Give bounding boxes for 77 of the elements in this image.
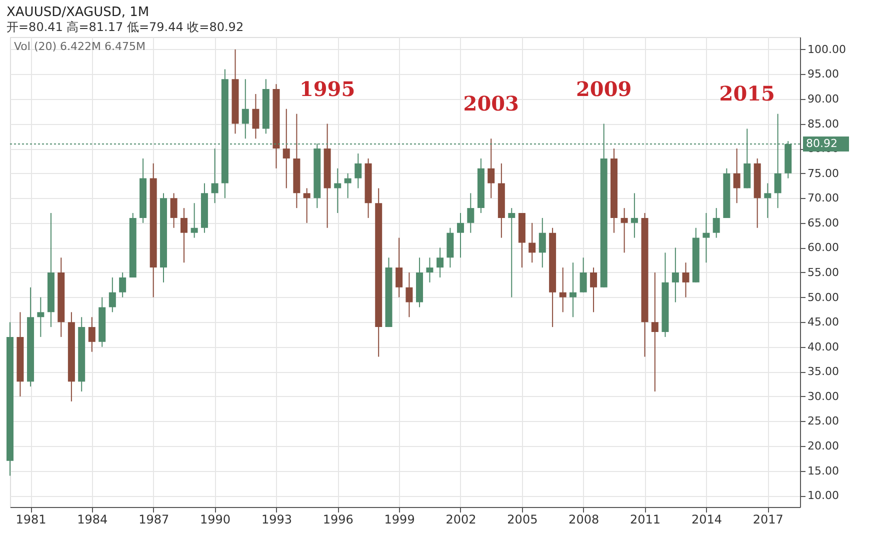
y-tick-label: 95.00	[808, 68, 839, 81]
x-tick-label: 1984	[77, 512, 108, 526]
candlestick	[252, 94, 260, 140]
candlestick	[436, 247, 444, 278]
candlestick	[488, 138, 495, 199]
chart-title: XAUUSD/XAGUSD, 1M	[6, 5, 150, 20]
candlestick	[538, 217, 546, 268]
candlestick	[682, 262, 690, 298]
x-tick-label: 2005	[507, 512, 538, 526]
candlestick	[406, 272, 413, 318]
candlestick	[733, 148, 740, 204]
candlestick	[590, 267, 598, 313]
candlestick	[764, 182, 772, 218]
candlestick	[396, 237, 403, 298]
candlestick	[211, 148, 218, 204]
candlestick	[712, 208, 720, 238]
x-tick-label: 1981	[16, 512, 46, 526]
x-tick-label: 1999	[384, 512, 415, 526]
chart-subtitle: 开=80.41 高=81.17 低=79.44 收=80.92	[6, 20, 244, 34]
candlestick	[354, 153, 362, 189]
x-tick-label: 2002	[446, 512, 476, 526]
candlestick	[170, 192, 178, 228]
x-tick-label: 1987	[138, 512, 170, 526]
candlestick	[37, 296, 44, 338]
y-tick-label: 35.00	[808, 365, 839, 378]
candlestick	[303, 188, 310, 224]
candlestick	[190, 202, 198, 238]
x-tick-label: 2014	[691, 512, 722, 526]
ref-line-label: 80.92	[806, 136, 838, 150]
annotation: 2009	[576, 76, 632, 101]
y-tick-label: 25.00	[808, 414, 839, 428]
annotation: 1995	[299, 76, 356, 101]
candlestick	[630, 192, 638, 238]
y-tick-label: 20.00	[808, 440, 839, 453]
y-tick-label: 75.00	[808, 166, 839, 180]
candlestick	[88, 316, 96, 352]
x-tick-label: 2011	[630, 512, 661, 526]
y-tick-label: 65.00	[808, 216, 839, 230]
y-tick-label: 45.00	[808, 316, 839, 329]
candlestick	[467, 192, 474, 234]
candlestick	[508, 208, 516, 298]
annotation: Vol (20) 6.422M 6.475M	[14, 40, 146, 53]
candlestick	[672, 247, 679, 303]
y-tick-label: 50.00	[808, 290, 839, 304]
y-tick-label: 10.00	[808, 489, 839, 502]
candlestick	[580, 257, 587, 293]
y-tick-label: 60.00	[808, 241, 839, 254]
x-tick-label: 2008	[568, 512, 600, 526]
y-tick-label: 15.00	[808, 464, 839, 478]
annotation: 2003	[463, 92, 519, 116]
candlestick	[559, 267, 566, 313]
y-tick-label: 55.00	[808, 266, 839, 279]
candlestick	[457, 212, 464, 258]
candlestick	[702, 212, 710, 264]
candlestick	[426, 257, 434, 283]
candlestick	[119, 272, 126, 298]
candlestick	[651, 272, 658, 392]
candlestick	[528, 222, 536, 264]
candlestick	[180, 208, 188, 264]
x-tick-label: 1990	[200, 512, 231, 526]
candlestick	[108, 276, 116, 313]
candlestick	[344, 172, 352, 199]
candlestick	[620, 208, 628, 254]
y-tick-label: 90.00	[808, 92, 839, 106]
y-tick-label: 40.00	[808, 340, 839, 354]
y-tick-label: 85.00	[808, 117, 839, 130]
y-tick-label: 70.00	[808, 192, 839, 205]
x-tick-label: 2017	[752, 512, 784, 526]
x-tick-label: 1993	[261, 512, 292, 526]
y-tick-label: 100.00	[808, 42, 846, 56]
x-tick-label: 1996	[322, 512, 354, 526]
candlestick	[334, 168, 342, 214]
candlestick	[242, 78, 249, 140]
y-tick-label: 30.00	[808, 390, 839, 403]
candlestick	[282, 108, 290, 189]
candlestick	[570, 262, 577, 318]
annotation: 2015	[719, 82, 775, 106]
